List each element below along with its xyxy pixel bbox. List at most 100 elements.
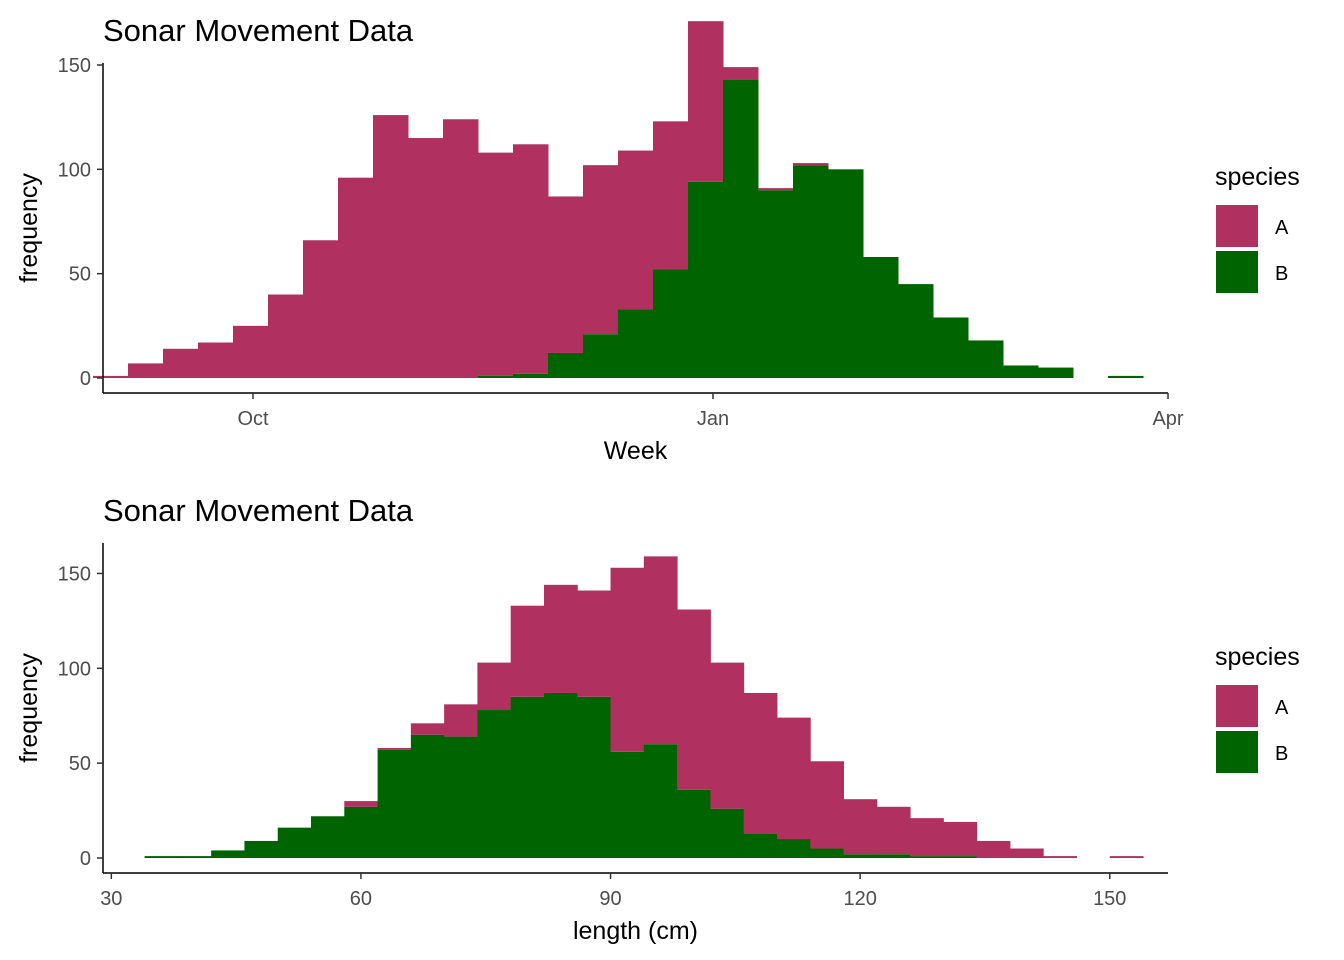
panel-1-legend-swatch-A xyxy=(1216,205,1258,247)
panel-2-bar-A-8 xyxy=(410,723,445,735)
panel-1-y-tick-label-0: 0 xyxy=(80,368,91,390)
panel-2-bar-B-19 xyxy=(776,839,811,858)
panel-2-bar-A-29 xyxy=(1109,856,1144,858)
panel-1-bar-A-14 xyxy=(583,165,619,335)
panel-2-bar-B-3 xyxy=(244,840,279,858)
panel-1-bar-B-17 xyxy=(688,181,724,378)
panel-1-x-tick-label-2: Apr xyxy=(1152,408,1183,430)
panel-1-bar-A-3 xyxy=(198,342,234,378)
panel-1-bar-A-9 xyxy=(408,138,444,378)
panel-2-bar-A-18 xyxy=(743,692,778,834)
panel-1-bar-A-13 xyxy=(548,196,584,353)
panel-1-y-axis-title: frequency xyxy=(15,173,43,283)
panel-1-bar-A-17 xyxy=(688,21,724,182)
panel-2-y-tick-label-3: 150 xyxy=(58,563,91,585)
panel-1-bar-A-5 xyxy=(268,294,304,378)
panel-1-bar-B-21 xyxy=(828,169,864,378)
panel-1-y-tick-label-1: 50 xyxy=(69,264,91,286)
panel-1-bar-A-6 xyxy=(303,240,339,378)
panel-2-bar-B-0 xyxy=(144,856,179,858)
panel-1-legend-label-A: A xyxy=(1275,217,1289,239)
panel-2-bar-B-8 xyxy=(410,734,445,858)
panel-2-bar-A-6 xyxy=(344,801,379,807)
panel-2-legend-swatch-B xyxy=(1216,731,1258,773)
panel-1-bar-B-20 xyxy=(793,165,829,378)
panel-1-legend-swatch-B xyxy=(1216,251,1258,293)
panel-1-bar-A-16 xyxy=(653,121,689,270)
panel-1-bar-B-11 xyxy=(478,375,514,378)
panel-1-bar-A-18 xyxy=(723,67,759,80)
panel-2-bar-B-4 xyxy=(277,827,312,858)
panel-2-x-tick-label-2: 90 xyxy=(599,888,621,910)
panel-1-bar-A-8 xyxy=(373,115,409,378)
panel-2-bar-B-24 xyxy=(943,856,978,858)
panel-1-bar-A-11 xyxy=(478,152,514,376)
panel-2-y-tick-label-1: 50 xyxy=(69,753,91,775)
panel-2-chart-title: Sonar Movement Data xyxy=(103,493,414,528)
panel-2-x-axis-title: length (cm) xyxy=(573,917,698,945)
panel-1-y-tick-label-3: 150 xyxy=(58,55,91,77)
panel-2-x-tick-label-0: 30 xyxy=(100,888,122,910)
panel-2-bar-B-12 xyxy=(543,692,578,858)
panel-2-bar-B-7 xyxy=(377,749,412,858)
panel-2-bar-B-21 xyxy=(843,854,878,858)
panel-1-bar-B-18 xyxy=(723,79,759,379)
panel-2-bar-A-10 xyxy=(477,662,512,711)
panel-2-bar-B-16 xyxy=(677,789,711,858)
panel-1-chart-title: Sonar Movement Data xyxy=(103,13,414,48)
panel-2-legend-title: species xyxy=(1215,643,1300,671)
panel-1-x-tick-label-1: Jan xyxy=(697,408,729,430)
panel-1-bar-A-12 xyxy=(513,144,549,374)
panel-1-bar-A-4 xyxy=(233,325,269,378)
panel-1-bar-A-10 xyxy=(443,119,479,378)
panel-2-bar-B-23 xyxy=(910,856,944,858)
panel-2-bar-B-15 xyxy=(643,744,678,858)
panel-2-bar-B-13 xyxy=(577,696,612,858)
panel-1-y-tick-label-2: 100 xyxy=(58,159,91,181)
panel-1-bar-B-16 xyxy=(653,269,689,378)
panel-1-bar-A-15 xyxy=(618,150,654,310)
panel-1-bar-B-24 xyxy=(933,317,969,378)
panel-2-bar-B-1 xyxy=(177,856,212,858)
panel-1-x-axis-title: Week xyxy=(604,437,668,465)
panel-2-y-tick-label-0: 0 xyxy=(80,848,91,870)
panel-1-bar-A-19 xyxy=(758,188,794,191)
panel-1-bar-B-23 xyxy=(898,284,934,378)
panel-1-bar-A-7 xyxy=(338,177,374,378)
panel-2-bar-A-19 xyxy=(776,717,811,840)
panel-1-bar-B-15 xyxy=(618,309,654,378)
panel-1-legend-title: species xyxy=(1215,163,1300,191)
panel-1-bar-B-27 xyxy=(1038,367,1074,378)
panel-1-x-tick-label-0: Oct xyxy=(237,408,269,430)
panel-2-bar-A-16 xyxy=(677,609,711,790)
panel-2-bar-A-20 xyxy=(810,761,845,849)
panel-1-bar-B-26 xyxy=(1003,365,1039,378)
panel-1-bar-A-20 xyxy=(793,163,829,166)
panel-2-bar-B-11 xyxy=(510,696,545,858)
panel-2-bar-A-26 xyxy=(1009,848,1044,858)
panel-1-bar-B-12 xyxy=(513,373,549,378)
panel-1-bar-B-22 xyxy=(863,256,899,378)
panel-1-bar-A-2 xyxy=(163,348,199,378)
panel-2-bar-B-20 xyxy=(810,848,845,858)
panel-2-bar-B-22 xyxy=(876,854,911,858)
panel-2-bar-A-23 xyxy=(910,818,944,857)
panel-2-bar-A-11 xyxy=(510,605,545,697)
panel-2-bar-A-15 xyxy=(643,556,678,745)
panel-2-legend-label-A: A xyxy=(1275,697,1289,719)
panel-2-y-axis-title: frequency xyxy=(15,653,43,763)
panel-2-bar-A-17 xyxy=(710,662,745,809)
panel-2-bar-A-21 xyxy=(843,799,878,855)
panel-2-bar-A-22 xyxy=(876,806,911,855)
panel-1-bar-A-0 xyxy=(93,375,129,378)
panel-2-bar-B-10 xyxy=(477,710,512,858)
panel-2-bar-A-27 xyxy=(1043,856,1077,858)
panel-2-bar-A-24 xyxy=(943,821,978,857)
panel-1-bar-B-25 xyxy=(968,340,1004,378)
panel-2-bar-B-5 xyxy=(311,816,345,858)
panel-2-x-tick-label-3: 120 xyxy=(843,888,876,910)
panel-1-bar-B-14 xyxy=(583,334,619,378)
panel-2-y-tick-label-2: 100 xyxy=(58,658,91,680)
panel-1-bar-B-19 xyxy=(758,190,794,378)
